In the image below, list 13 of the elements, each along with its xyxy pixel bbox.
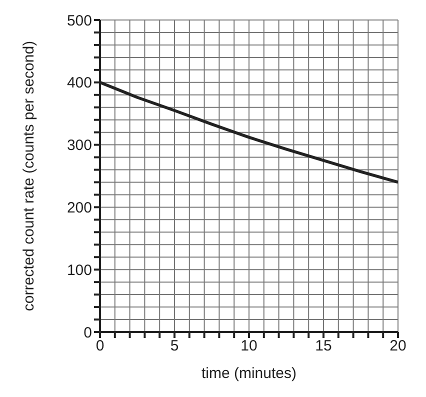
y-tick-label: 200: [66, 200, 92, 217]
x-tick-label: 10: [240, 338, 258, 355]
y-tick-label: 100: [66, 262, 92, 279]
y-tick-label: 500: [66, 12, 92, 30]
x-tick-label: 20: [390, 338, 406, 355]
y-tick-label: 0: [84, 324, 92, 342]
y-tick-label: 300: [66, 137, 92, 154]
x-tick-label: 15: [315, 338, 332, 355]
x-axis-title: time (minutes): [201, 365, 297, 382]
x-tick-label: 0: [96, 338, 104, 355]
x-tick-label: 5: [170, 338, 179, 355]
y-axis-title: corrected count rate (counts per second): [20, 40, 38, 312]
y-tick-label: 400: [66, 74, 92, 92]
